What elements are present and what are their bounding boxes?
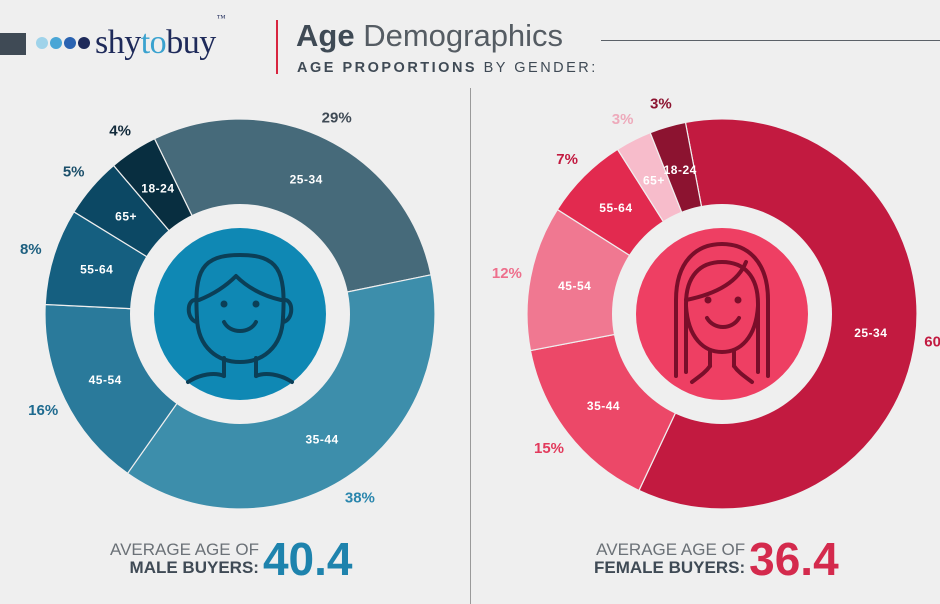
male-average-value: 40.4 [262, 533, 353, 585]
title-rule [601, 40, 940, 41]
page-subtitle-rest: BY GENDER: [477, 60, 598, 76]
male-category-label: 45-54 [89, 373, 122, 387]
female-average-value: 36.4 [749, 533, 839, 585]
page-subtitle-bold: AGE PROPORTIONS [297, 60, 478, 76]
female-average-label-line1: AVERAGE AGE OF [596, 540, 746, 559]
page-title: Age Demographics [296, 20, 563, 51]
male-category-label: 55-64 [80, 263, 113, 277]
female-value-label: 3% [612, 111, 634, 128]
male-avatar-circle [154, 228, 326, 400]
logo-dot-2 [50, 37, 62, 49]
female-face-icon [674, 242, 770, 384]
page-title-rest: Demographics [354, 18, 564, 53]
logo-dot-1 [36, 37, 48, 49]
female-category-label: 25-34 [854, 326, 887, 340]
male-value-label: 8% [20, 241, 42, 258]
center-divider [470, 88, 471, 604]
male-donut-chart: 25-34 35-44 45-54 55-64 65+ 18-24 29% 38% 16% 8%… [20, 110, 436, 510]
male-value-label: 38% [345, 489, 375, 506]
female-average-age: AVERAGE AGE OF FEMALE BUYERS:36.4 [594, 536, 839, 582]
male-face-icon [186, 253, 294, 384]
female-category-label: 45-54 [558, 279, 591, 293]
logo-dot-3 [64, 37, 76, 49]
male-value-label: 5% [63, 164, 85, 181]
logo-text-a: shy [95, 24, 141, 61]
logo[interactable]: shytobuy™ [36, 14, 226, 61]
male-average-label-line1: AVERAGE AGE OF [110, 540, 259, 559]
logo-text-b: to [140, 24, 167, 61]
male-value-label: 29% [322, 110, 352, 127]
page-subtitle: AGE PROPORTIONS BY GENDER: [297, 61, 598, 76]
male-category-label: 18-24 [141, 182, 174, 196]
male-category-label: 25-34 [290, 172, 323, 186]
female-category-label: 35-44 [587, 399, 620, 413]
female-value-label: 7% [556, 151, 578, 168]
female-category-label: 18-24 [664, 163, 697, 177]
page-title-bold: Age [296, 18, 355, 53]
logo-dot-4 [78, 37, 90, 49]
male-average-age: AVERAGE AGE OF MALE BUYERS:40.4 [110, 536, 352, 582]
logo-wordmark: shytobuy™ [95, 14, 226, 61]
female-average-label-line2: FEMALE BUYERS: [594, 558, 746, 577]
female-value-label: 12% [492, 265, 522, 282]
female-category-label: 55-64 [599, 201, 632, 215]
female-avatar-circle [636, 228, 808, 400]
male-category-label: 35-44 [305, 433, 338, 447]
logo-trademark: ™ [216, 13, 226, 23]
female-value-label: 60% [924, 333, 940, 350]
male-value-label: 4% [109, 123, 131, 140]
corner-block [0, 33, 26, 55]
female-value-label: 3% [650, 96, 672, 113]
male-average-label-line2: MALE BUYERS: [129, 558, 259, 577]
female-donut-chart: 25-34 35-44 45-54 55-64 65+18-24 60% 15% 12% 7%… [492, 96, 940, 510]
male-value-label: 16% [28, 402, 58, 419]
logo-text-c: buy [166, 24, 216, 61]
header-divider [276, 20, 278, 74]
female-category-label: 65+ [643, 173, 665, 187]
female-value-label: 15% [534, 440, 564, 457]
male-category-label: 65+ [115, 209, 137, 223]
